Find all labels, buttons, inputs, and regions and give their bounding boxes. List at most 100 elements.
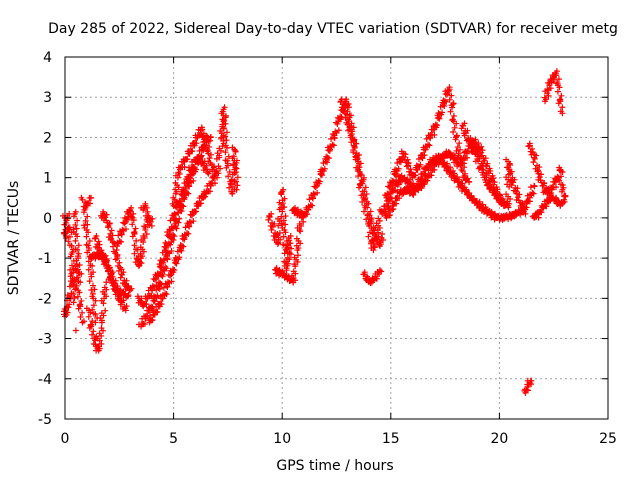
data-point-mark (462, 154, 469, 161)
data-point-mark (510, 179, 517, 186)
data-point-mark (474, 200, 481, 207)
data-point-mark (505, 202, 512, 209)
data-point-mark (164, 249, 171, 256)
data-point-mark (102, 307, 109, 314)
data-point-mark (186, 218, 193, 225)
data-point-mark (231, 178, 238, 185)
data-point-mark (417, 161, 424, 168)
data-point-mark (90, 310, 97, 317)
data-point-mark (465, 178, 472, 185)
data-point-mark (452, 134, 459, 141)
data-point-mark (119, 226, 126, 233)
data-point-mark (468, 142, 475, 149)
data-point-mark (531, 155, 538, 162)
data-point-mark (168, 247, 175, 254)
data-point-mark (144, 208, 151, 215)
data-point-mark (362, 184, 369, 191)
data-point-mark (442, 162, 449, 169)
data-point-mark (231, 166, 238, 173)
data-point-mark (536, 174, 543, 181)
data-point-mark (337, 113, 344, 120)
data-point-mark (142, 315, 149, 322)
data-point-mark (98, 310, 105, 317)
data-point-mark (74, 293, 81, 300)
data-point-mark (98, 319, 105, 326)
data-point-mark (286, 256, 293, 263)
data-point-mark (405, 178, 412, 185)
data-point-mark (548, 186, 555, 193)
data-point-mark (72, 263, 79, 270)
data-point-mark (550, 74, 557, 81)
data-point-mark (101, 255, 108, 262)
data-point-mark (170, 214, 177, 221)
data-point-mark (539, 204, 546, 211)
data-point-mark (89, 318, 96, 325)
data-point-mark (272, 267, 279, 274)
data-point-mark (150, 275, 157, 282)
data-point-mark (165, 240, 172, 247)
data-point-mark (78, 297, 85, 304)
data-point-mark (300, 212, 307, 219)
data-point-mark (355, 166, 362, 173)
data-point-mark (191, 165, 198, 172)
data-point-mark (335, 118, 342, 125)
data-point-mark (542, 98, 549, 105)
data-point-mark (90, 295, 97, 302)
data-point-mark (183, 189, 190, 196)
data-point-mark (524, 383, 531, 390)
data-point-mark (280, 233, 287, 240)
data-point-mark (526, 194, 533, 201)
data-point-mark (65, 304, 72, 311)
data-point-mark (168, 271, 175, 278)
data-point-mark (80, 222, 87, 229)
y-tick-label: -1 (38, 251, 52, 267)
data-point-mark (266, 212, 273, 219)
data-point-mark (552, 178, 559, 185)
data-point-mark (409, 174, 416, 181)
data-point-mark (389, 177, 396, 184)
data-point-mark (346, 126, 353, 133)
data-point-mark (129, 214, 136, 221)
data-point-mark (531, 154, 538, 161)
data-point-mark (365, 233, 372, 240)
data-point-mark (326, 146, 333, 153)
data-point-mark (68, 251, 75, 258)
data-point-mark (163, 265, 170, 272)
data-point-mark (361, 271, 368, 278)
data-point-mark (363, 191, 370, 198)
data-point-mark (155, 279, 162, 286)
data-point-mark (363, 198, 370, 205)
data-point-mark (555, 82, 562, 89)
data-point-mark (69, 275, 76, 282)
data-point-mark (392, 170, 399, 177)
data-point-mark (140, 239, 147, 246)
data-point-mark (73, 225, 80, 232)
data-point-mark (117, 264, 124, 271)
data-point-mark (559, 186, 566, 193)
data-point-mark (307, 201, 314, 208)
data-point-mark (103, 259, 110, 266)
data-point-mark (447, 108, 454, 115)
data-point-mark (311, 183, 318, 190)
data-point-mark (369, 230, 376, 237)
data-point-mark (214, 174, 221, 181)
data-point-mark (316, 178, 323, 185)
data-point-mark (71, 294, 78, 301)
data-point-mark (66, 233, 73, 240)
data-point-mark (64, 292, 71, 299)
data-point-mark (109, 279, 116, 286)
data-point-mark (366, 229, 373, 236)
data-point-mark (494, 214, 501, 221)
data-point-mark (361, 202, 368, 209)
data-point-mark (505, 158, 512, 165)
data-point-mark (496, 194, 503, 201)
data-point-mark (185, 222, 192, 229)
data-point-mark (154, 292, 161, 299)
data-point-mark (176, 197, 183, 204)
data-point-mark (529, 145, 536, 152)
data-point-mark (481, 206, 488, 213)
data-point-mark (284, 241, 291, 248)
data-point-mark (429, 158, 436, 165)
data-point-mark (359, 178, 366, 185)
data-point-mark (223, 129, 230, 136)
